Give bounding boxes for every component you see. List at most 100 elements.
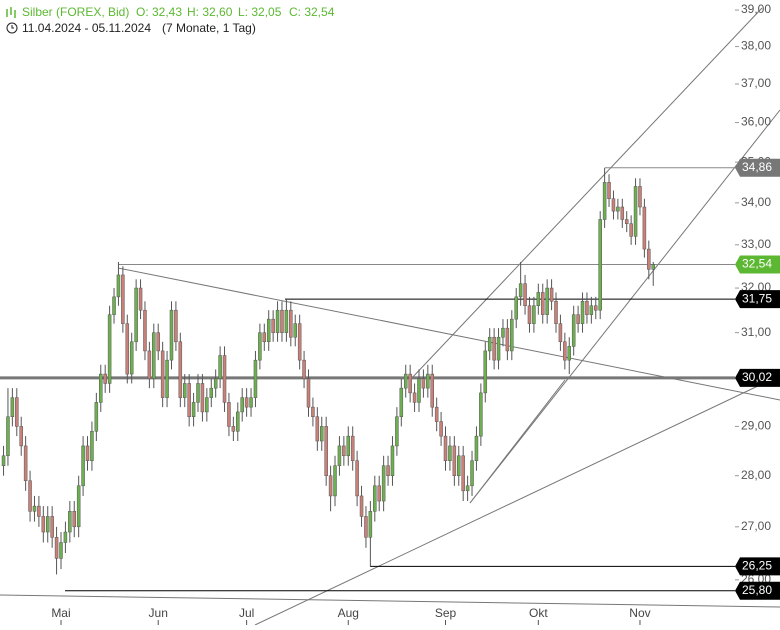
candle-body bbox=[315, 416, 320, 442]
candle-body bbox=[421, 378, 426, 389]
candle-body bbox=[479, 392, 483, 437]
y-tick-label: 39,00 bbox=[741, 2, 771, 16]
candle-body bbox=[45, 516, 50, 533]
y-tick-label: 27,00 bbox=[741, 519, 771, 533]
candle-body bbox=[594, 305, 598, 311]
trend-line bbox=[469, 379, 566, 504]
level-tag bbox=[735, 290, 780, 309]
candle-body bbox=[642, 206, 647, 250]
candle-body bbox=[602, 182, 607, 220]
candle-body bbox=[289, 309, 293, 338]
candle-body bbox=[99, 373, 103, 403]
candle-body bbox=[651, 264, 655, 270]
candle-body bbox=[355, 460, 359, 497]
candle-body bbox=[558, 323, 563, 343]
candle-body bbox=[6, 416, 10, 457]
candle-body bbox=[540, 292, 545, 315]
level-label: 31,75 bbox=[742, 291, 772, 305]
candle-body bbox=[32, 505, 37, 512]
candle-body bbox=[253, 359, 258, 398]
candle-body bbox=[443, 435, 448, 461]
candle-body bbox=[160, 350, 165, 398]
y-tick-label: 28,00 bbox=[741, 468, 771, 482]
candle-body bbox=[116, 274, 121, 298]
candle-body bbox=[284, 309, 289, 333]
candle-body bbox=[549, 287, 554, 302]
candle-body bbox=[571, 314, 576, 347]
candle-body bbox=[483, 350, 488, 394]
candle-body bbox=[262, 332, 267, 343]
candle-body bbox=[377, 485, 381, 502]
candle-body bbox=[81, 445, 85, 487]
candle-body bbox=[275, 309, 280, 333]
candle-body bbox=[647, 248, 651, 270]
level-label: 34,86 bbox=[742, 160, 772, 174]
level-tag bbox=[735, 255, 780, 274]
candle-body bbox=[72, 511, 77, 528]
candle-body bbox=[63, 531, 68, 543]
candle-body bbox=[209, 387, 214, 398]
trend-line bbox=[0, 594, 780, 608]
candle-body bbox=[518, 283, 523, 298]
x-tick-label: Jul bbox=[239, 606, 254, 620]
candle-body bbox=[492, 336, 496, 361]
candle-body bbox=[611, 198, 616, 212]
trend-lines bbox=[0, 7, 780, 626]
candle-body bbox=[85, 445, 90, 461]
header: Silber (FOREX, Bid) O: 32,43 H: 32,60 L:… bbox=[6, 5, 335, 35]
candle-body bbox=[624, 219, 629, 224]
y-tick-label: 29,00 bbox=[741, 419, 771, 433]
candle-body bbox=[302, 359, 306, 380]
candle-body bbox=[103, 373, 107, 384]
candle-body bbox=[487, 336, 492, 352]
candle-body bbox=[200, 383, 205, 413]
candle-body bbox=[266, 318, 271, 343]
candle-body bbox=[474, 435, 479, 461]
candle-body bbox=[532, 305, 536, 324]
candle-body bbox=[147, 350, 152, 380]
candle-body bbox=[430, 373, 434, 408]
candle-body bbox=[15, 397, 19, 427]
y-tick-label: 38,00 bbox=[741, 39, 771, 53]
candle-body bbox=[249, 397, 253, 408]
candle-body bbox=[152, 332, 156, 380]
y-tick-label: 37,00 bbox=[741, 76, 771, 90]
level-label: 32,54 bbox=[742, 257, 772, 271]
candle-body bbox=[156, 332, 160, 352]
candle-body bbox=[37, 505, 41, 517]
candle-body bbox=[293, 323, 297, 338]
y-tick-label: 36,00 bbox=[741, 115, 771, 129]
candle-body bbox=[607, 182, 611, 199]
candle-body bbox=[324, 426, 328, 476]
candle-body bbox=[138, 287, 143, 311]
candle-body bbox=[169, 309, 174, 361]
candle-body bbox=[333, 465, 337, 497]
candle-body bbox=[523, 283, 527, 306]
candle-body bbox=[54, 537, 59, 559]
candle-body bbox=[143, 309, 147, 352]
candle-body bbox=[28, 480, 32, 512]
candle-body bbox=[399, 387, 404, 417]
candle-body bbox=[134, 287, 138, 343]
level-tag bbox=[735, 557, 780, 576]
candle-body bbox=[448, 445, 452, 461]
candle-body bbox=[386, 465, 390, 476]
candle-body bbox=[598, 219, 602, 311]
candle-body bbox=[187, 383, 191, 417]
candle-body bbox=[470, 460, 474, 487]
candle-body bbox=[403, 373, 408, 389]
candle-body bbox=[426, 373, 430, 389]
x-tick-label: Jun bbox=[149, 606, 168, 620]
candle-body bbox=[125, 323, 130, 375]
candle-body bbox=[191, 402, 196, 417]
candle-body bbox=[527, 305, 532, 324]
candle-body bbox=[510, 318, 514, 352]
candle-body bbox=[10, 397, 15, 417]
trend-line bbox=[409, 7, 763, 381]
candle-body bbox=[589, 305, 594, 315]
candle-body bbox=[165, 359, 169, 398]
candle-body bbox=[501, 327, 505, 338]
candle-body bbox=[536, 292, 541, 306]
